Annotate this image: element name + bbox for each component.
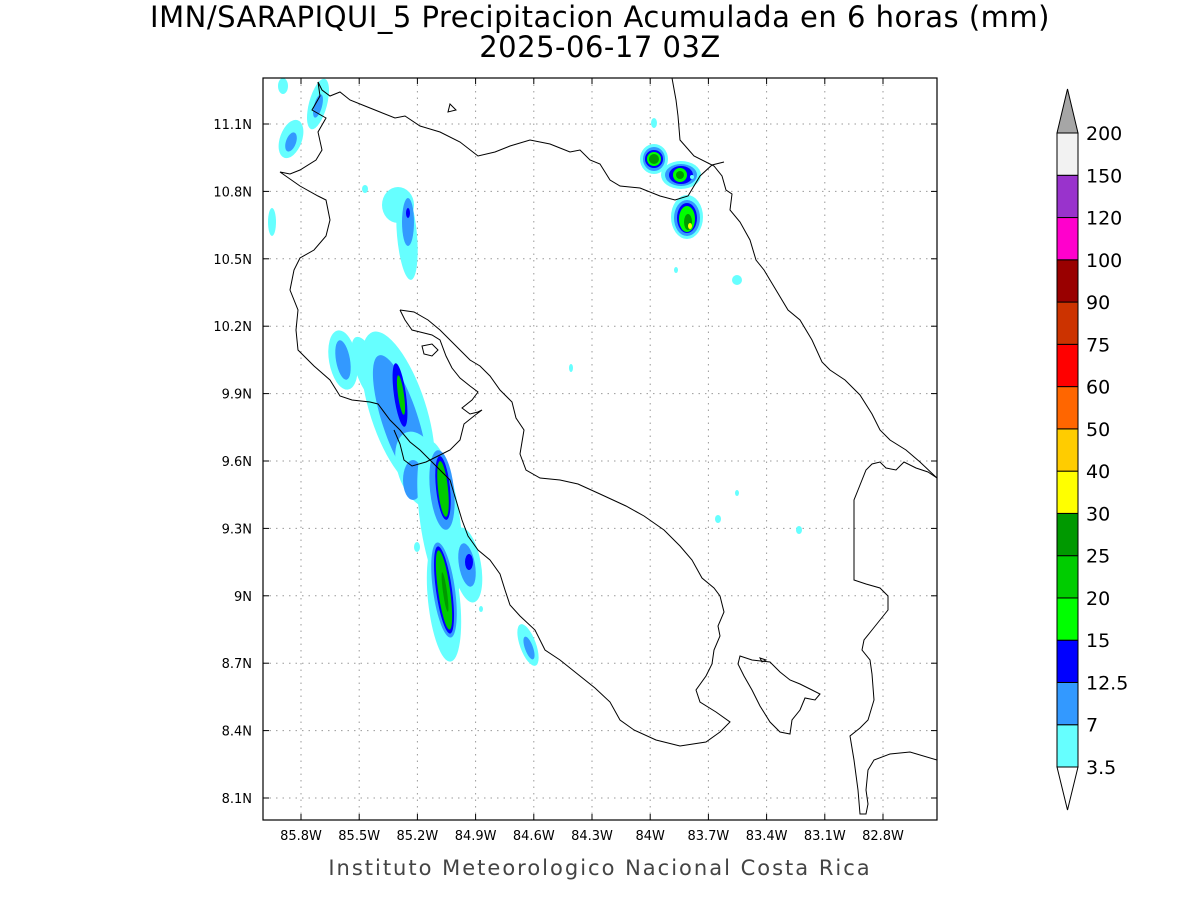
latitude-tick-label: 9.6N — [222, 455, 252, 470]
panama-border — [849, 461, 937, 815]
colorbar-level-label: 15 — [1086, 630, 1110, 652]
colorbar: 3.5 7 12.5 15 20 25 30 40 50 60 75 90 100 120 150 200 — [1056, 88, 1128, 811]
colorbar-level-label: 7 — [1086, 715, 1098, 737]
colorbar-swatch — [1056, 681, 1079, 726]
map-title: IMN/SARAPIQUI_5 Precipitacion Acumulada … — [0, 2, 1200, 62]
colorbar-swatch — [1056, 132, 1079, 176]
longitude-tick-label: 84.6W — [513, 829, 555, 844]
island-3 — [759, 657, 768, 663]
coastlines — [279, 78, 937, 815]
colorbar-level-label: 120 — [1086, 208, 1122, 230]
colorbar-swatch — [1056, 597, 1079, 641]
island-2 — [447, 103, 457, 113]
colorbar-level-label: 60 — [1086, 377, 1110, 399]
title-line-1: IMN/SARAPIQUI_5 Precipitacion Acumulada … — [150, 0, 1050, 34]
longitude-tick-label: 84.9W — [455, 829, 497, 844]
caribbean-coast — [671, 78, 937, 479]
colorbar-swatch — [1056, 259, 1079, 303]
colorbar-level-label: 200 — [1086, 123, 1122, 145]
colorbar-level-label: 40 — [1086, 461, 1110, 483]
longitude-tick-label: 85.2W — [396, 829, 438, 844]
nicoya-gulf-east — [393, 309, 483, 467]
latitude-tick-label: 9.9N — [222, 388, 252, 403]
colorbar-level-label: 20 — [1086, 588, 1110, 610]
colorbar-level-label: 12.5 — [1086, 672, 1128, 694]
colorbar-under-arrow — [1056, 766, 1079, 811]
latitude-tick-label: 10.2N — [213, 320, 252, 335]
precipitation-field — [268, 78, 937, 815]
map-frame — [262, 77, 938, 821]
latitude-tick-label: 9N — [234, 590, 252, 605]
pacific-coast — [279, 81, 731, 747]
precip-cell-osa — [517, 624, 539, 666]
colorbar-swatch — [1056, 301, 1079, 345]
colorbar-swatch — [1056, 555, 1079, 599]
longitude-tick-label: 84.3W — [571, 829, 613, 844]
longitude-tick-label: 83.4W — [746, 829, 788, 844]
osa-peninsula — [737, 655, 821, 735]
precip-cell-ne — [569, 118, 802, 534]
longitude-tick-label: 85.8W — [280, 829, 322, 844]
colorbar-level-label: 30 — [1086, 503, 1110, 525]
colorbar-level-label: 75 — [1086, 334, 1110, 356]
nicaragua-border — [317, 81, 725, 201]
latitude-tick-label: 10.8N — [213, 185, 252, 200]
colorbar-level-label: 100 — [1086, 250, 1122, 272]
colorbar-swatch — [1056, 343, 1079, 388]
colorbar-level-label: 150 — [1086, 165, 1122, 187]
colorbar-swatch — [1056, 639, 1079, 683]
latitude-tick-label: 9.3N — [222, 522, 252, 537]
colorbar-level-label: 3.5 — [1086, 757, 1116, 779]
colorbar-level-label: 50 — [1086, 419, 1110, 441]
title-line-2: 2025-06-17 03Z — [479, 30, 721, 64]
precip-band-south — [414, 440, 483, 662]
colorbar-over-arrow — [1056, 88, 1079, 134]
latitude-tick-label: 8.4N — [222, 725, 252, 740]
colorbar-swatch — [1056, 386, 1079, 430]
longitude-tick-label: 83.1W — [804, 829, 846, 844]
colorbar-swatch — [1056, 512, 1079, 557]
colorbar-level-label: 25 — [1086, 546, 1110, 568]
colorbar-swatch — [1056, 428, 1079, 472]
latitude-tick-label: 8.7N — [222, 657, 252, 672]
grid-lines — [263, 78, 937, 820]
latitude-tick-label: 10.5N — [213, 253, 252, 268]
colorbar-swatch — [1056, 724, 1079, 768]
longitude-tick-label: 85.5W — [338, 829, 380, 844]
longitude-tick-label: 84W — [635, 829, 665, 844]
latitude-labels: 11.1N 10.8N 10.5N 10.2N 9.9N 9.6N 9.3N 9N 8.7N 8.… — [213, 118, 252, 807]
latitude-tick-label: 8.1N — [222, 792, 252, 807]
longitude-labels: 85.8W 85.5W 85.2W 84.9W 84.6W 84.3W 84W 83.7W 83… — [280, 829, 904, 844]
latitude-tick-label: 11.1N — [213, 118, 252, 133]
longitude-tick-label: 83.7W — [687, 829, 729, 844]
institution-credit: Instituto Meteorologico Nacional Costa R… — [328, 856, 872, 880]
colorbar-swatch — [1056, 470, 1079, 514]
precip-cell-rincon — [382, 187, 418, 280]
island-1 — [421, 343, 439, 357]
tick-marks — [263, 78, 937, 820]
colorbar-swatch — [1056, 217, 1079, 261]
longitude-tick-label: 82.8W — [862, 829, 904, 844]
colorbar-swatch — [1056, 174, 1079, 219]
colorbar-level-label: 90 — [1086, 292, 1110, 314]
